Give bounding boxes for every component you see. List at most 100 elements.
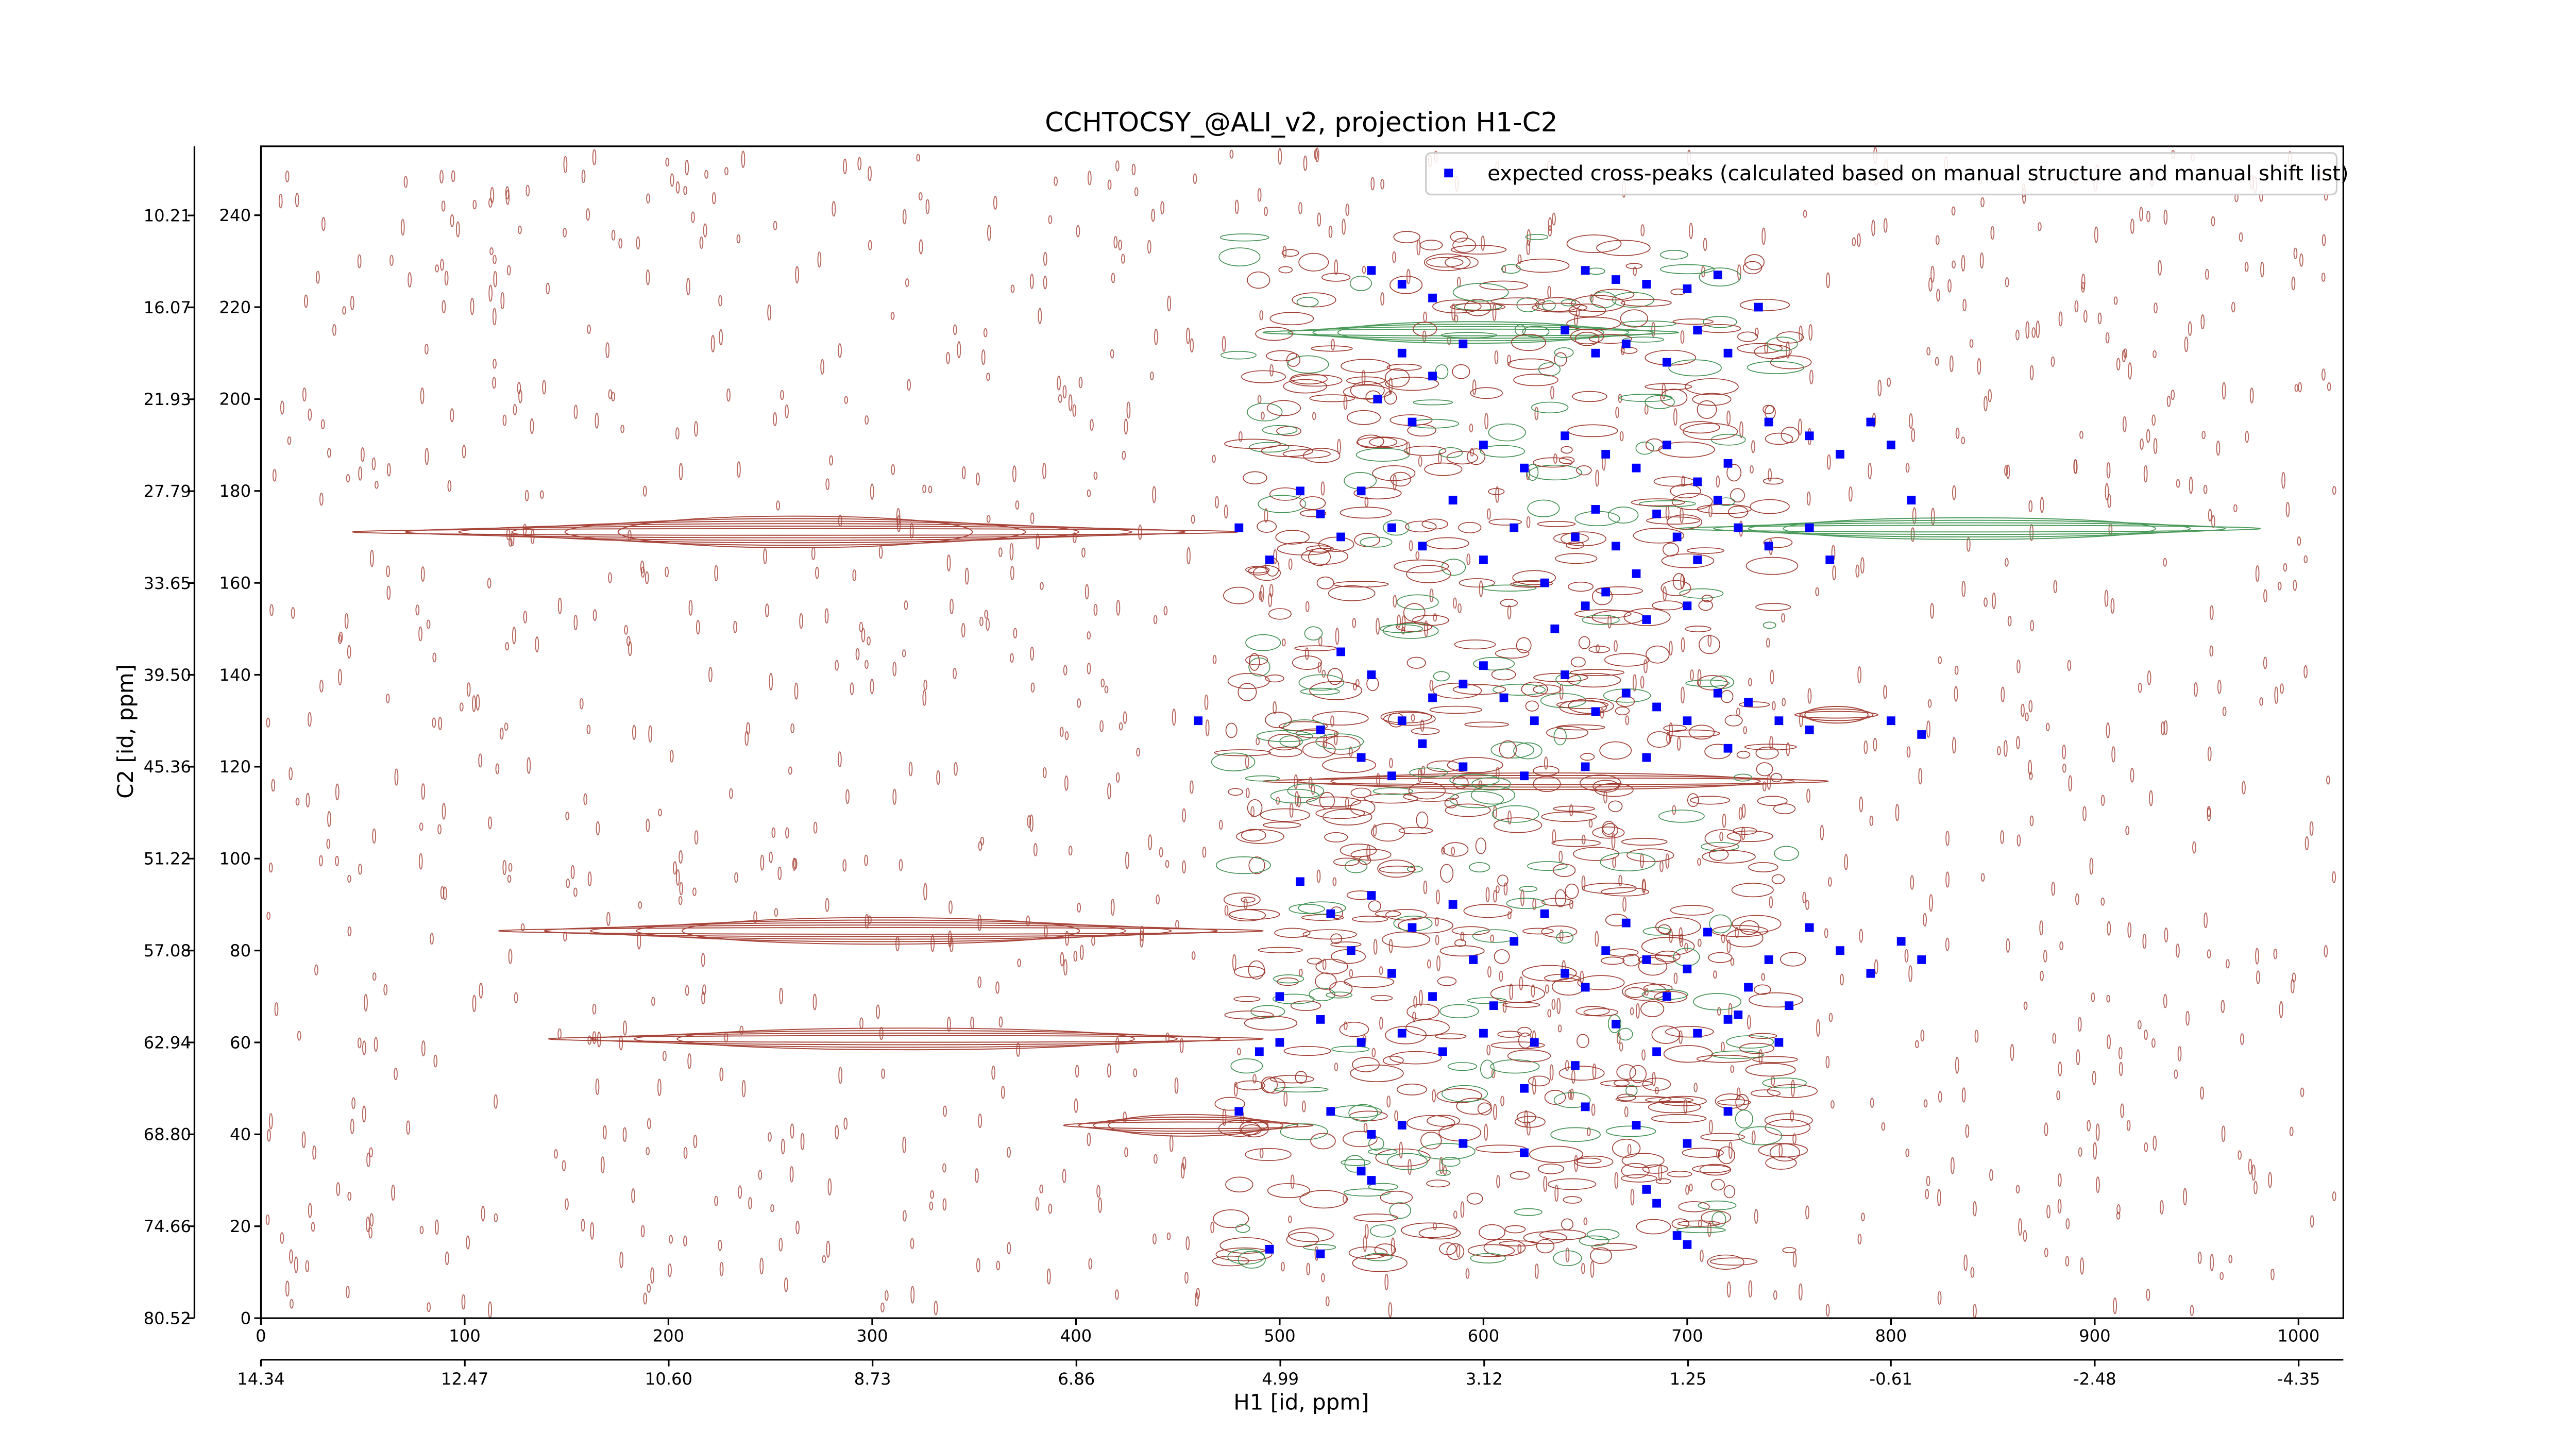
contour [748, 1197, 752, 1209]
contour [1224, 905, 1229, 916]
contour [1383, 712, 1436, 726]
contour [1699, 267, 1741, 287]
contour [1641, 937, 1695, 956]
point [1581, 762, 1590, 771]
contour [1087, 1133, 1091, 1147]
contour [773, 412, 777, 426]
contour [1579, 1235, 1609, 1246]
contour [1660, 264, 1715, 275]
contour [1214, 749, 1272, 756]
contour [1895, 803, 1900, 821]
contour [357, 254, 362, 268]
contour [1100, 679, 1105, 687]
contour [1334, 1063, 1338, 1071]
contour [1642, 1164, 1669, 1174]
contour [2082, 806, 2087, 821]
contour [1984, 396, 1988, 412]
contour [1439, 1242, 1457, 1255]
point [1805, 523, 1814, 532]
contour [1997, 746, 2001, 755]
contour [1930, 265, 1935, 283]
contour [1980, 873, 1985, 882]
x-axis-label: H1 [id, ppm] [1233, 1390, 1369, 1415]
point [1642, 615, 1651, 624]
contour [1559, 699, 1607, 715]
contour [1290, 1000, 1321, 1011]
contour [1426, 1180, 1450, 1188]
contour [1525, 700, 1539, 712]
contour [1802, 891, 1807, 904]
contour [1923, 913, 1927, 926]
contour [617, 515, 973, 548]
contour [1904, 949, 1909, 963]
point [1612, 275, 1620, 284]
contour [1078, 377, 1083, 389]
contour [1744, 744, 1797, 751]
contour [1477, 1102, 1492, 1116]
contour [2045, 722, 2050, 731]
contour [506, 265, 511, 276]
contour [1977, 358, 1981, 375]
point [1408, 923, 1417, 932]
point [1805, 923, 1814, 932]
contour [790, 1123, 794, 1139]
contour [2044, 1122, 2048, 1137]
contour [1274, 1086, 1329, 1093]
contour [502, 860, 507, 875]
contour [1243, 471, 1267, 484]
contour [2081, 274, 2086, 290]
contour [1749, 992, 1803, 1008]
contour [2151, 414, 2156, 426]
contour [1622, 954, 1640, 967]
contour [1504, 1225, 1526, 1234]
contour [692, 887, 697, 896]
x2-tick-label: 14.34 [237, 1369, 284, 1389]
contour [1454, 939, 1467, 947]
contour [1703, 238, 1707, 251]
point [1683, 1240, 1692, 1249]
contour [1648, 1101, 1701, 1114]
contour [2332, 1191, 2336, 1201]
contour [998, 1016, 1003, 1027]
contour [679, 463, 683, 481]
contour [765, 603, 769, 617]
x-tick-label: 600 [1468, 1326, 1500, 1345]
contour [2147, 670, 2151, 685]
contour [386, 585, 391, 600]
contour [502, 414, 507, 426]
contour [696, 619, 700, 635]
contour [878, 546, 883, 559]
point [1387, 523, 1396, 532]
contour [1321, 669, 1326, 678]
contour [523, 611, 528, 624]
point [1693, 1029, 1702, 1038]
contour [2326, 776, 2330, 785]
contour [1592, 826, 1625, 839]
point [1662, 358, 1671, 367]
contour [2015, 1185, 2020, 1194]
contour [1601, 887, 1650, 897]
contour [535, 636, 539, 653]
contour [1298, 201, 1302, 214]
contour [458, 523, 1132, 541]
contour [760, 854, 765, 871]
contour [2309, 821, 2314, 836]
contour [297, 1031, 301, 1041]
contour [369, 1213, 374, 1227]
contour [658, 808, 662, 817]
contour [1687, 793, 1699, 807]
contour [1124, 1147, 1128, 1157]
contour [870, 483, 874, 500]
y2-tick-label: 39.50 [144, 665, 191, 685]
contour [1384, 391, 1397, 405]
contour [2289, 1126, 2294, 1136]
contour [1297, 795, 1301, 808]
contour [738, 1185, 742, 1199]
contour [1007, 1147, 1011, 1158]
contour [1493, 1103, 1497, 1120]
contour [1435, 935, 1439, 946]
contour [592, 609, 597, 621]
contour [1234, 966, 1266, 978]
contour [1406, 565, 1451, 583]
contour [369, 1147, 373, 1157]
